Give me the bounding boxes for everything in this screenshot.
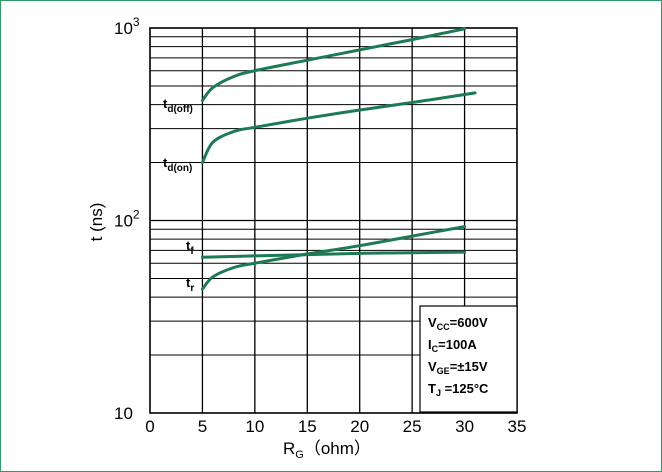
plot-area-border xyxy=(149,27,518,414)
series-label-tdoff: td(off) xyxy=(163,96,193,115)
y-tick-exponent: 3 xyxy=(133,15,140,29)
x-tick-label: 0 xyxy=(145,417,154,436)
y-axis-title: t (ns) xyxy=(87,203,106,242)
series-label-tdon: td(on) xyxy=(163,155,192,174)
x-tick-label: 15 xyxy=(298,417,317,436)
y-tick-label: 103 xyxy=(114,15,140,38)
x-tick-label: 30 xyxy=(455,417,474,436)
y-tick-label: 10 xyxy=(114,404,133,423)
y-tick-base: 10 xyxy=(114,404,133,423)
x-axis-title: RG（ohm） xyxy=(283,439,371,461)
series-line-tdoff xyxy=(200,27,467,102)
series-label-tf: tf xyxy=(186,238,194,257)
x-tick-label: 35 xyxy=(508,417,527,436)
y-tick-exponent: 2 xyxy=(133,208,140,222)
x-tick-label: 20 xyxy=(350,417,369,436)
series-label-tr: tr xyxy=(186,275,194,294)
x-tick-label: 5 xyxy=(198,417,207,436)
conditions-box-border xyxy=(419,305,518,413)
series-lines xyxy=(200,27,477,291)
y-tick-label: 102 xyxy=(114,208,140,231)
condition-line: VCC=600V xyxy=(428,315,488,332)
x-axis-title-rest: （ohm） xyxy=(304,439,371,458)
series-line-tdon xyxy=(200,91,477,165)
condition-line: IC=100A xyxy=(428,337,477,354)
x-axis-title-main: R xyxy=(283,439,295,458)
conditions-box: VCC=600V IC=100A VGE=±15V TJ =125°C xyxy=(419,305,518,413)
x-axis-title-sub: G xyxy=(295,449,304,461)
x-tick-label: 10 xyxy=(245,417,264,436)
series-line-tr xyxy=(200,225,467,291)
condition-line: TJ =125°C xyxy=(428,381,489,398)
conditions-lines: VCC=600V IC=100A VGE=±15V TJ =125°C xyxy=(428,315,489,398)
x-axis-ticks: 0 5 10 15 20 25 30 35 xyxy=(145,417,526,436)
y-tick-base: 10 xyxy=(114,212,133,231)
condition-line: VGE=±15V xyxy=(428,359,488,376)
series-labels: td(off) td(on) tf tr xyxy=(163,96,194,294)
y-tick-base: 10 xyxy=(114,19,133,38)
x-tick-label: 25 xyxy=(403,417,422,436)
series-line-tf xyxy=(200,250,467,259)
